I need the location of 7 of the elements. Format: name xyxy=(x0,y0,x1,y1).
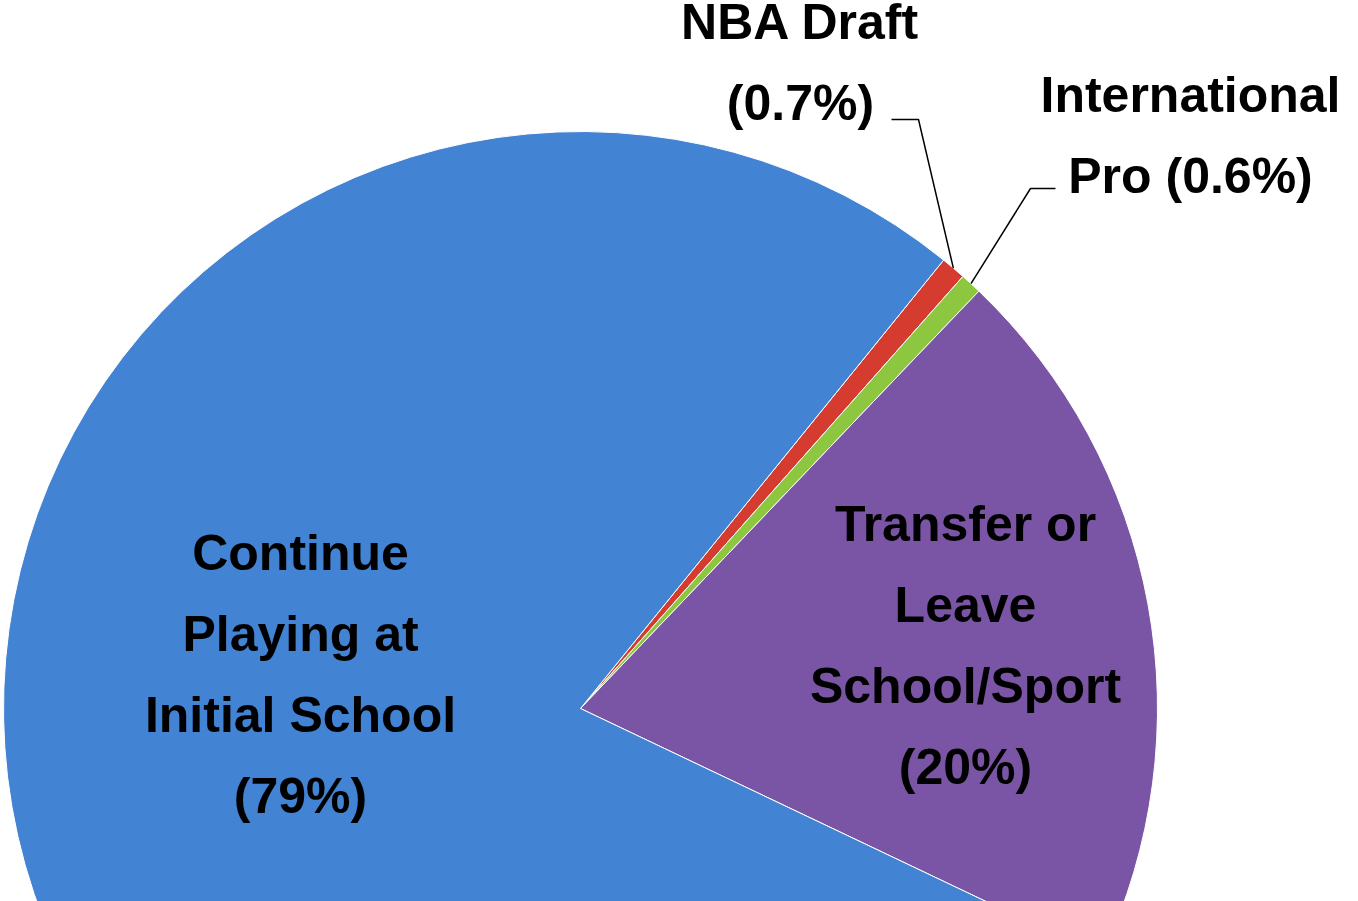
slice-label: Continue Playing at Initial School xyxy=(144,524,457,744)
data-label: (79%) xyxy=(233,768,368,825)
data-label: (0.7%) xyxy=(726,75,875,132)
slice-label: NBA Draft xyxy=(681,0,919,50)
slice-label: International Pro (0.6%) xyxy=(1040,66,1341,205)
slice-label: Transfer or Leave School/Sport xyxy=(809,495,1122,715)
data-label: (20%) xyxy=(898,739,1033,796)
